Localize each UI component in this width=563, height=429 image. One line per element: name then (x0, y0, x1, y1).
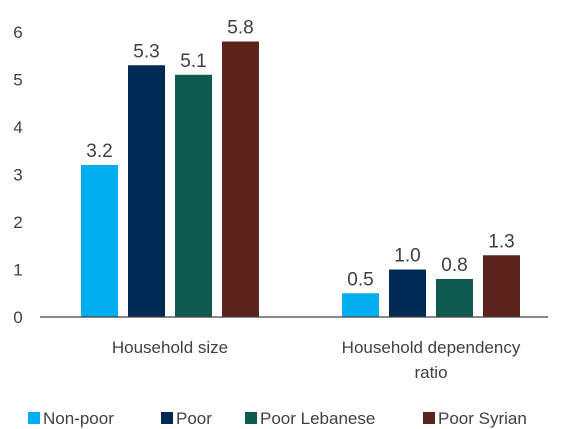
category-label: Household size (112, 338, 228, 357)
legend-label: Poor (176, 409, 212, 428)
y-axis: 0 1 2 3 4 5 6 (13, 23, 22, 327)
y-tick-label: 0 (13, 308, 22, 327)
legend: Non-poor Poor Poor Lebanese Poor Syrian (28, 409, 527, 428)
legend-swatch (161, 412, 173, 424)
y-tick-label: 2 (13, 213, 22, 232)
legend-swatch (245, 412, 257, 424)
bar (81, 165, 118, 317)
data-label: 3.2 (86, 141, 112, 162)
legend-item: Poor Lebanese (245, 409, 375, 428)
category-label: Household dependency (342, 338, 521, 357)
y-tick-label: 4 (13, 118, 22, 137)
category-label: ratio (414, 363, 447, 382)
data-label: 5.8 (227, 18, 253, 39)
y-tick-label: 5 (13, 71, 22, 90)
legend-label: Non-poor (43, 409, 114, 428)
data-label: 0.5 (347, 269, 373, 290)
bars (81, 41, 520, 317)
data-labels: 3.2 5.3 5.1 5.8 0.5 1.0 0.8 1.3 (86, 18, 514, 291)
bar (436, 279, 473, 317)
bar (342, 293, 379, 317)
data-label: 1.3 (488, 231, 514, 252)
category-labels: Household size Household dependency ratio (112, 338, 521, 382)
y-tick-label: 6 (13, 23, 22, 42)
legend-swatch (423, 412, 435, 424)
data-label: 0.8 (441, 255, 467, 276)
bar (222, 41, 259, 317)
legend-item: Non-poor (28, 409, 114, 428)
data-label: 5.3 (133, 41, 159, 62)
y-tick-label: 3 (13, 166, 22, 185)
legend-swatch (28, 412, 40, 424)
legend-label: Poor Syrian (438, 409, 527, 428)
y-tick-label: 1 (13, 261, 22, 280)
bar (128, 65, 165, 317)
legend-label: Poor Lebanese (260, 409, 375, 428)
bar (483, 255, 520, 317)
bar (389, 269, 426, 317)
bar (175, 74, 212, 317)
data-label: 5.1 (180, 51, 206, 72)
data-label: 1.0 (394, 246, 420, 267)
legend-item: Poor (161, 409, 212, 428)
legend-item: Poor Syrian (423, 409, 527, 428)
